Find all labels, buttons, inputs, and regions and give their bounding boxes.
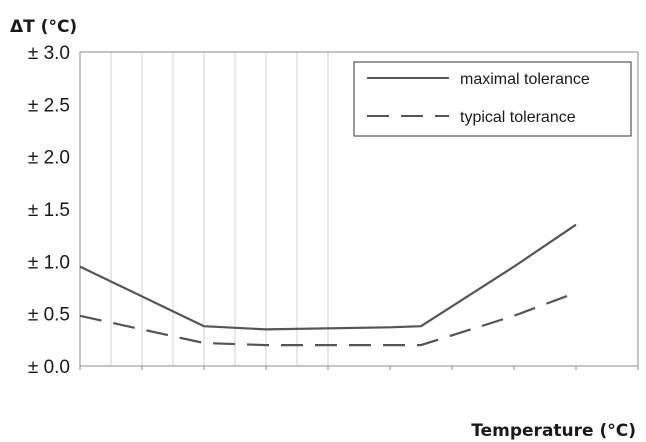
x-minor-ticks xyxy=(79,366,639,370)
series-line-typical xyxy=(79,291,577,347)
y-tick-label: ± 0.0 xyxy=(28,357,70,378)
legend-box xyxy=(353,61,632,137)
y-tick-label: ± 2.5 xyxy=(28,95,70,116)
y-tick-label: ± 2.0 xyxy=(28,148,70,169)
legend: maximal tolerance typical tolerance xyxy=(353,61,632,137)
y-tick-label: ± 1.5 xyxy=(28,200,70,221)
x-axis-title: Temperature (°C) xyxy=(471,421,636,441)
legend-label-maximal: maximal tolerance xyxy=(460,71,590,88)
y-tick-label: ± 3.0 xyxy=(28,43,70,64)
legend-label-typical: typical tolerance xyxy=(460,109,576,126)
series-layer xyxy=(79,223,577,347)
y-axis-ticks: ± 0.0 ± 0.5 ± 1.0 ± 1.5 ± 2.0 ± 2.5 ± 3.0 xyxy=(28,43,70,378)
y-axis-title: ΔT (°C) xyxy=(10,17,77,37)
series-line-maximal xyxy=(79,223,577,331)
y-tick-label: ± 0.5 xyxy=(28,305,70,326)
plot-area-frame xyxy=(79,51,639,367)
grid-lines xyxy=(110,52,329,366)
y-tick-label: ± 1.0 xyxy=(28,252,70,273)
